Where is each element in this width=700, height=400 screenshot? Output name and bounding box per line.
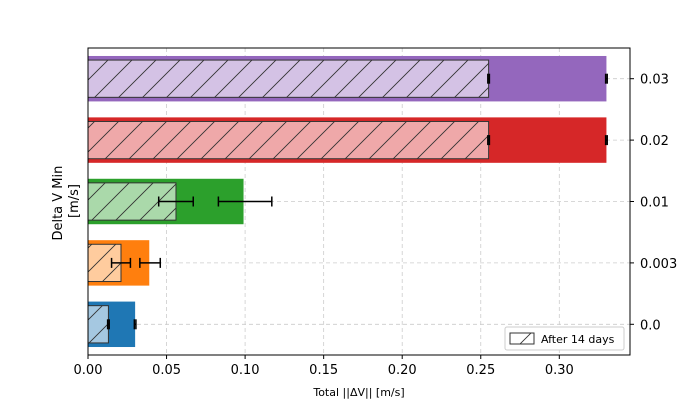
y-tick-label: 0.0: [640, 318, 661, 333]
y-tick-label: 0.02: [640, 134, 669, 149]
bar-after-14-days: [88, 60, 489, 97]
bar-after-14-days: [88, 306, 108, 343]
y-axis: 0.0 0.003 0.01 0.02 0.03: [630, 73, 677, 334]
x-tick-label: 0.20: [388, 363, 417, 378]
legend-label: After 14 days: [541, 333, 615, 346]
x-tick-label: 0.00: [74, 363, 103, 378]
x-tick-label: 0.05: [152, 363, 181, 378]
y-axis-label: Delta V Min [m/s]: [51, 161, 82, 240]
legend-swatch: [510, 333, 534, 344]
error-bar: [606, 74, 608, 84]
x-tick-label: 0.15: [309, 363, 338, 378]
x-tick-label: 0.30: [545, 363, 574, 378]
error-bar: [606, 135, 608, 145]
y-tick-label: 0.003: [640, 257, 677, 272]
y-tick-label: 0.01: [640, 196, 669, 211]
bar-after-14-days: [88, 121, 489, 158]
x-axis: 0.00 0.05 0.10 0.15 0.20 0.25 0.30: [74, 355, 574, 378]
legend: After 14 days: [505, 327, 624, 350]
x-tick-label: 0.10: [231, 363, 260, 378]
x-tick-label: 0.25: [466, 363, 495, 378]
y-tick-label: 0.03: [640, 73, 669, 88]
x-axis-label: Total ||ΔV|| [m/s]: [312, 386, 404, 399]
